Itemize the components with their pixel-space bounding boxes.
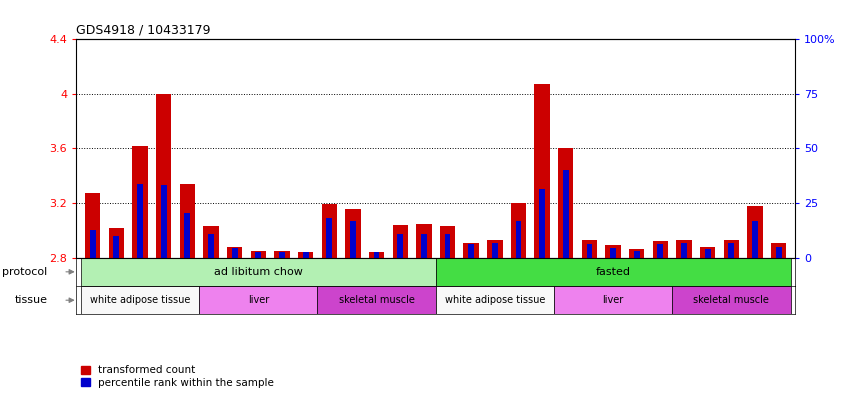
Bar	[350, 221, 356, 258]
Bar	[398, 235, 404, 258]
Bar	[274, 251, 289, 258]
Bar	[317, 286, 436, 314]
Bar	[705, 250, 711, 258]
Bar	[728, 242, 734, 258]
Text: liver: liver	[248, 295, 269, 305]
Legend: transformed count, percentile rank within the sample: transformed count, percentile rank withi…	[81, 365, 274, 388]
Bar	[303, 252, 309, 258]
Text: GDS4918 / 10433179: GDS4918 / 10433179	[76, 24, 211, 37]
Bar	[492, 242, 497, 258]
Bar	[345, 209, 360, 258]
Bar	[657, 244, 663, 258]
Bar	[132, 146, 148, 258]
Text: fasted: fasted	[596, 267, 630, 277]
Bar	[563, 170, 569, 258]
Bar	[81, 258, 436, 286]
Text: liver: liver	[602, 295, 624, 305]
Bar	[156, 94, 172, 258]
Bar	[586, 244, 592, 258]
Bar	[232, 248, 238, 258]
Bar	[90, 230, 96, 258]
Bar	[445, 235, 450, 258]
Bar	[606, 245, 621, 258]
Bar	[554, 286, 673, 314]
Bar	[416, 224, 431, 258]
Bar	[723, 240, 739, 258]
Bar	[393, 225, 408, 258]
Bar	[582, 240, 597, 258]
Bar	[179, 184, 195, 258]
Bar	[673, 286, 790, 314]
Bar	[81, 286, 199, 314]
Bar	[771, 242, 787, 258]
Bar	[436, 286, 554, 314]
Bar	[369, 252, 384, 258]
Bar	[776, 247, 782, 258]
Bar	[539, 189, 545, 258]
Bar	[113, 236, 119, 258]
Bar	[747, 206, 763, 258]
Bar	[227, 247, 242, 258]
Bar	[676, 240, 692, 258]
Bar	[137, 184, 143, 258]
Bar	[440, 226, 455, 258]
Bar	[634, 251, 640, 258]
Bar	[298, 252, 313, 258]
Text: skeletal muscle: skeletal muscle	[338, 295, 415, 305]
Bar	[700, 247, 716, 258]
Bar	[653, 241, 668, 258]
Bar	[85, 193, 101, 258]
Bar	[515, 221, 521, 258]
Bar	[250, 251, 266, 258]
Bar	[255, 252, 261, 258]
Text: protocol: protocol	[3, 267, 47, 277]
Bar	[161, 185, 167, 258]
Bar	[558, 149, 574, 258]
Bar	[203, 226, 218, 258]
Bar	[535, 84, 550, 258]
Bar	[487, 240, 503, 258]
Bar	[208, 235, 214, 258]
Bar	[279, 252, 285, 258]
Bar	[327, 218, 332, 258]
Text: tissue: tissue	[14, 295, 47, 305]
Bar	[752, 221, 758, 258]
Bar	[464, 242, 479, 258]
Bar	[610, 248, 616, 258]
Bar	[374, 252, 380, 258]
Bar	[629, 250, 645, 258]
Text: white adipose tissue: white adipose tissue	[445, 295, 545, 305]
Bar	[421, 235, 426, 258]
Text: skeletal muscle: skeletal muscle	[694, 295, 769, 305]
Bar	[108, 228, 124, 258]
Bar	[681, 242, 687, 258]
Bar	[436, 258, 790, 286]
Bar	[511, 203, 526, 258]
Text: white adipose tissue: white adipose tissue	[90, 295, 190, 305]
Text: ad libitum chow: ad libitum chow	[214, 267, 303, 277]
Bar	[321, 204, 337, 258]
Bar	[468, 244, 474, 258]
Bar	[199, 286, 317, 314]
Bar	[184, 213, 190, 258]
